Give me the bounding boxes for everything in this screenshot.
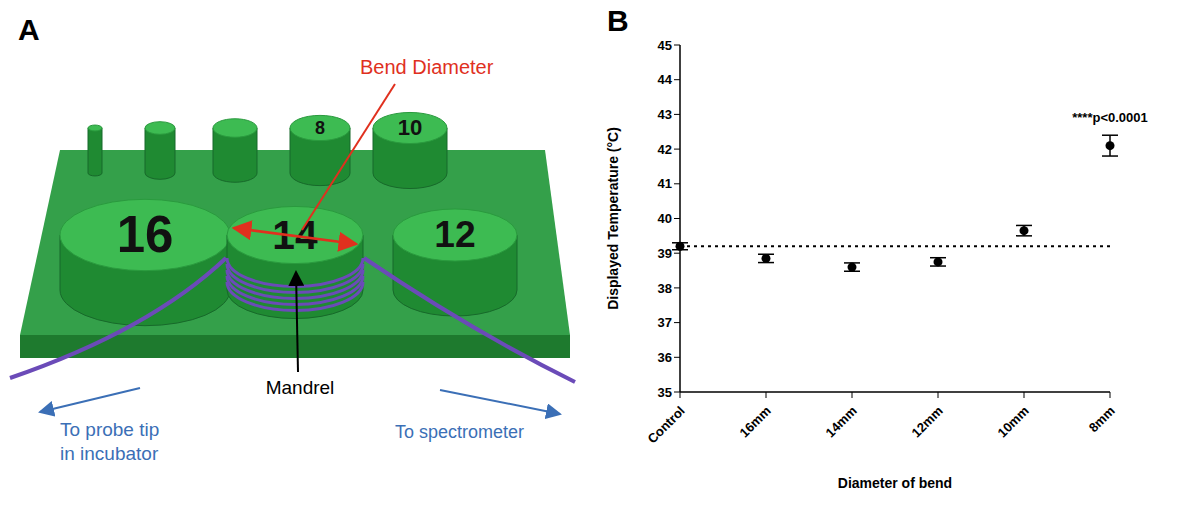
svg-text:A: A: [18, 13, 40, 46]
svg-text:Mandrel: Mandrel: [266, 377, 335, 398]
svg-text:16mm: 16mm: [737, 403, 774, 440]
html-text:B: B: [607, 4, 629, 37]
svg-text:To probe tipin incubator: To probe tipin incubator: [60, 419, 159, 464]
svg-text:8mm: 8mm: [1086, 403, 1118, 435]
svg-text:Bend Diameter: Bend Diameter: [360, 56, 494, 78]
svg-text:36: 36: [658, 350, 672, 365]
svg-text:14mm: 14mm: [823, 403, 860, 440]
svg-text:40: 40: [658, 211, 672, 226]
svg-text:12: 12: [434, 213, 475, 255]
svg-text:43: 43: [658, 107, 672, 122]
svg-text:39: 39: [658, 246, 672, 261]
svg-text:45: 45: [658, 38, 672, 53]
svg-text:35: 35: [658, 385, 672, 400]
svg-text:16: 16: [117, 206, 174, 263]
svg-text:****p<0.0001: ****p<0.0001: [1072, 110, 1148, 125]
svg-text:37: 37: [658, 315, 672, 330]
svg-text:10: 10: [398, 115, 423, 140]
svg-text:12mm: 12mm: [909, 403, 946, 440]
svg-text:14: 14: [272, 211, 318, 258]
svg-text:To spectrometer: To spectrometer: [395, 422, 524, 442]
svg-text:Diameter of bend: Diameter of bend: [838, 475, 952, 491]
svg-text:41: 41: [658, 176, 672, 191]
svg-text:Control: Control: [644, 403, 687, 446]
svg-text:38: 38: [658, 281, 672, 296]
svg-text:42: 42: [658, 142, 672, 157]
svg-text:8: 8: [315, 118, 325, 138]
svg-text:10mm: 10mm: [995, 403, 1032, 440]
svg-text:Displayed Temperature (°C): Displayed Temperature (°C): [605, 127, 621, 310]
svg-text:44: 44: [658, 72, 673, 87]
